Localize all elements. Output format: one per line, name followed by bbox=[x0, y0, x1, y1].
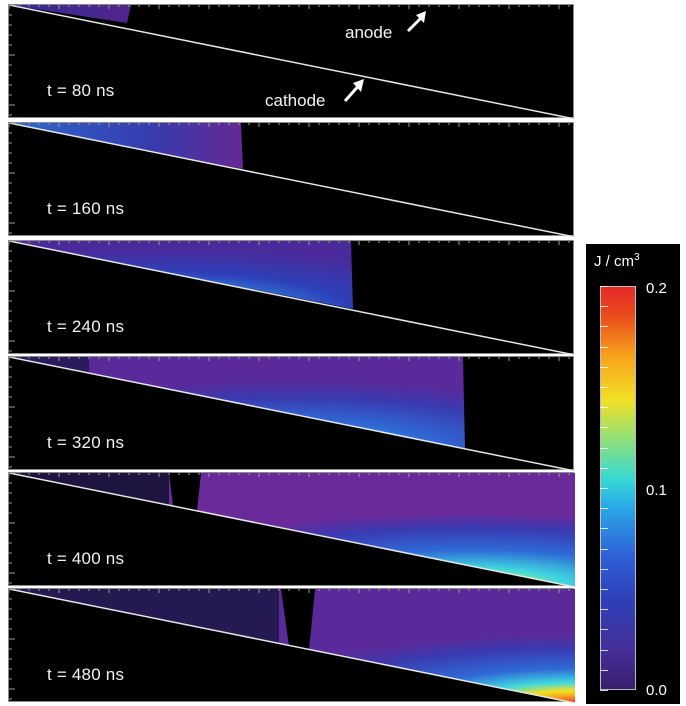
colorbar-minor-tick bbox=[600, 467, 608, 469]
panel-t480: t = 480 ns bbox=[8, 588, 575, 703]
colorbar-panel: J / cm3 0.2 0.1 0.0 bbox=[586, 244, 680, 704]
panel-t320: t = 320 ns bbox=[8, 356, 575, 471]
colorbar-minor-tick bbox=[600, 669, 608, 671]
panel-t240: t = 240 ns bbox=[8, 240, 575, 355]
colorbar-minor-tick bbox=[600, 548, 608, 550]
colorbar-minor-tick bbox=[600, 488, 608, 489]
panel-field bbox=[9, 241, 575, 355]
cathode-label: cathode bbox=[265, 91, 326, 110]
cathode-arrow-icon bbox=[343, 79, 364, 102]
time-label: t = 240 ns bbox=[47, 317, 125, 336]
colorbar-minor-tick bbox=[600, 508, 608, 510]
panel-field bbox=[9, 357, 575, 471]
panel-field bbox=[9, 5, 575, 119]
colorbar-minor-tick bbox=[600, 366, 608, 368]
panel-field bbox=[9, 589, 575, 703]
colorbar-minor-tick bbox=[600, 568, 608, 570]
colorbar-tick-max: 0.2 bbox=[646, 280, 667, 297]
time-label: t = 80 ns bbox=[47, 81, 115, 100]
colorbar-minor-tick bbox=[600, 629, 608, 631]
panel-t80: t = 80 ns anode cathode bbox=[8, 4, 575, 119]
anode-arrow-icon bbox=[406, 11, 426, 33]
colorbar-minor-tick bbox=[600, 346, 608, 348]
colorbar-minor-tick bbox=[600, 286, 608, 287]
colorbar-unit-label: J / cm3 bbox=[594, 252, 640, 270]
panel-t160: t = 160 ns bbox=[8, 122, 575, 237]
panel-field bbox=[9, 123, 575, 237]
colorbar-minor-tick bbox=[600, 326, 608, 328]
colorbar-minor-tick bbox=[600, 387, 608, 388]
colorbar-minor-tick bbox=[600, 589, 608, 590]
time-label: t = 320 ns bbox=[47, 433, 125, 452]
colorbar-tick-min: 0.0 bbox=[646, 682, 667, 699]
colorbar-minor-tick bbox=[600, 427, 608, 429]
panel-field bbox=[9, 473, 575, 587]
colorbar-minor-tick bbox=[600, 447, 608, 449]
colorbar-minor-tick bbox=[600, 528, 608, 530]
colorbar-minor-tick bbox=[600, 609, 608, 611]
colorbar-tick-mid: 0.1 bbox=[646, 482, 667, 499]
colorbar-minor-tick bbox=[600, 649, 608, 651]
colorbar-minor-tick bbox=[600, 407, 608, 409]
time-label: t = 160 ns bbox=[47, 199, 125, 218]
anode-label: anode bbox=[345, 23, 393, 42]
time-label: t = 480 ns bbox=[47, 665, 125, 684]
colorbar-minor-tick bbox=[600, 306, 608, 308]
panel-t400: t = 400 ns bbox=[8, 472, 575, 587]
time-label: t = 400 ns bbox=[47, 549, 125, 568]
colorbar-minor-tick bbox=[600, 690, 608, 691]
